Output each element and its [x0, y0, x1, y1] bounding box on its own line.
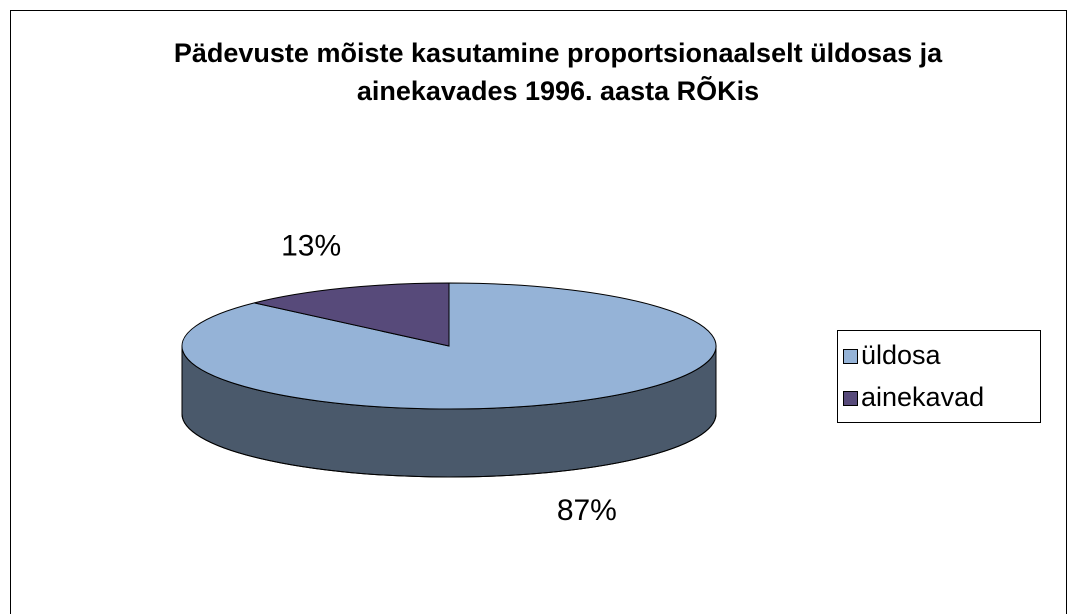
slice-side — [181, 345, 717, 478]
legend-label: üldosa — [861, 340, 942, 370]
slice — [254, 282, 450, 347]
data-label: 87% — [557, 494, 617, 527]
legend-swatch — [843, 391, 858, 406]
legend-box — [837, 330, 1041, 423]
data-label: 13% — [281, 230, 341, 263]
legend-label: ainekavad — [861, 382, 984, 412]
chart-border — [10, 10, 1067, 614]
legend-swatch — [843, 349, 858, 364]
chart-title: Pädevuste mõiste kasutamine proportsiona… — [173, 38, 943, 106]
